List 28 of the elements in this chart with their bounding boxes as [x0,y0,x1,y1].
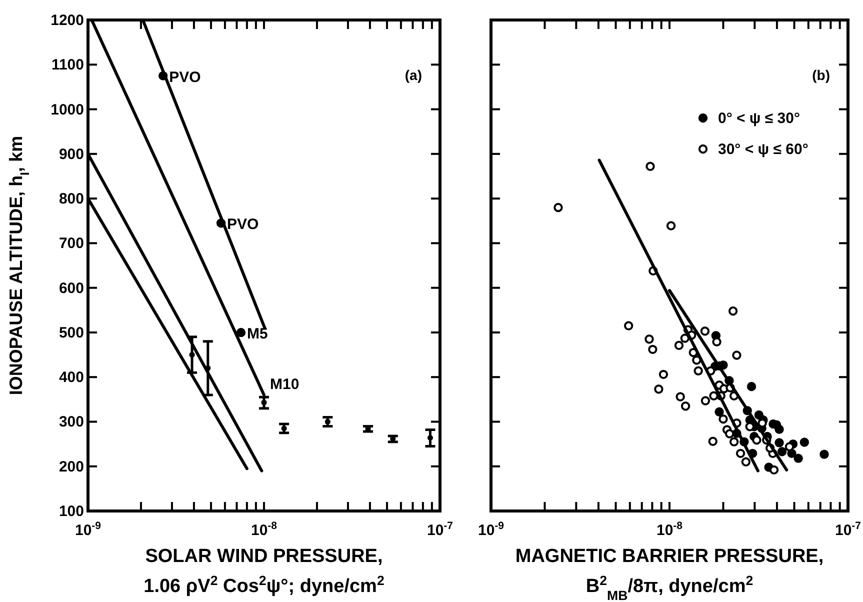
y-tick-label: 1000 [50,101,84,118]
x-tick-label: 10$^{-7}$ [426,520,454,539]
x-tick-label: 10$^{-9}$ [478,520,504,539]
x-tick-label: 10$^{-7}$ [834,520,862,539]
x-axis-title: MAGNETIC BARRIER PRESSURE, B$^{2}$$_{MB}$/8π, dyne/cm$^{2}$ [515,546,824,602]
y-tick-label: 100 [58,503,84,520]
y-tick-label: 600 [58,280,84,297]
annotation: M10 [270,376,300,393]
y-tick-label: 700 [58,235,84,252]
y-tick-label: 1100 [51,56,84,74]
annotation: (a) [404,67,422,83]
y-tick-label: 900 [58,146,84,163]
legend-label: 0° < ψ ≤ 30° [718,110,800,127]
y-tick-label: 1200 [50,12,84,29]
y-tick-label: 200 [58,458,84,476]
annotation: PVO [227,216,260,234]
annotation: PVO [169,68,202,86]
y-tick-label: 500 [58,324,84,342]
legend-label: 30° < ψ ≤ 60° [718,141,808,158]
x-axis-title: SOLAR WIND PRESSURE, 1.06 ρV$^{2}$ Cos$^{2}$ψ°; dyne/cm$^{2}$ [144,546,384,597]
x-tick-label: 10$^{-8}$ [656,520,683,539]
y-tick-label: 800 [58,190,84,208]
annotation: (b) [812,67,830,83]
x-tick-label: 10$^{-9}$ [74,520,102,539]
y-tick-label: 400 [58,369,84,386]
annotation: M5 [246,325,268,342]
x-tick-label: 10$^{-8}$ [250,520,278,539]
y-tick-label: 300 [58,414,84,431]
